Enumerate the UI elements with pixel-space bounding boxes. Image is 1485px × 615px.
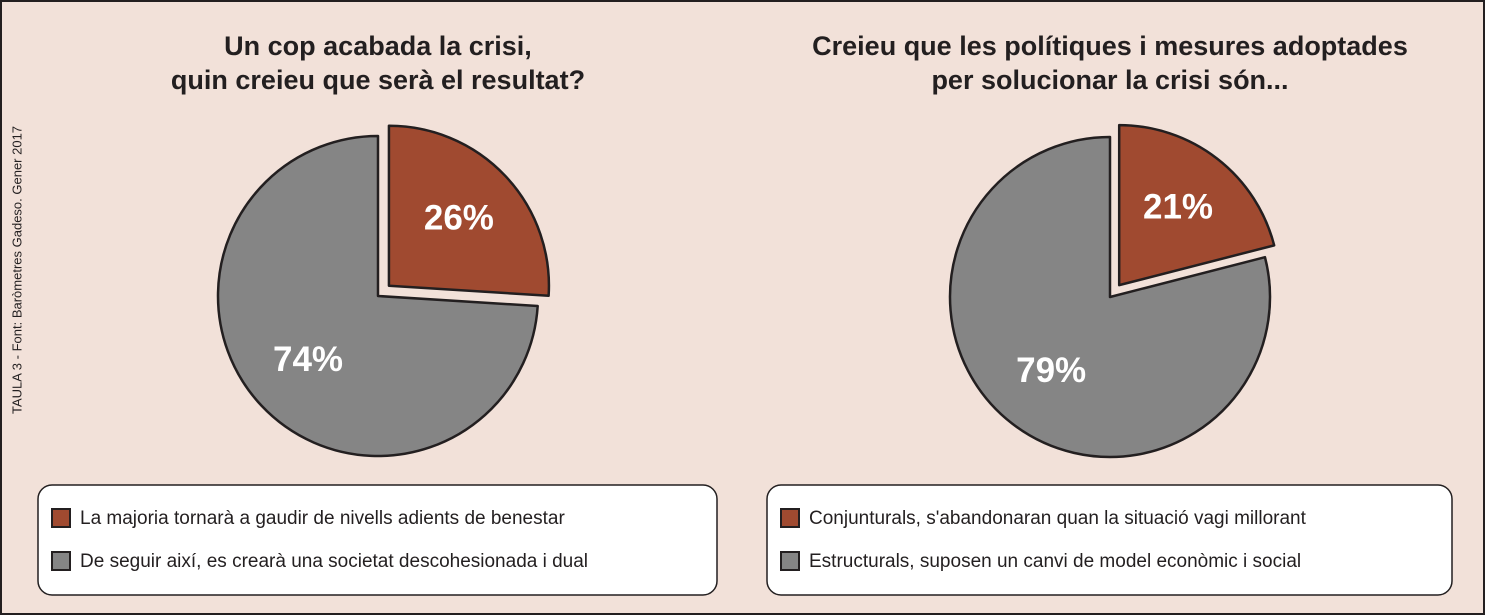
pie-slice [1117, 123, 1276, 287]
data-label: 21% [1143, 188, 1213, 227]
pie-slice [216, 134, 539, 458]
data-label: 74% [273, 340, 343, 379]
legend-swatch [51, 508, 71, 528]
legend-label: La majoria tornarà a gaudir de nivells a… [80, 508, 565, 529]
chart-title: Creieu que les polítiques i mesures adop… [812, 31, 1408, 61]
legend-swatch [51, 551, 71, 571]
data-label: 26% [424, 198, 494, 237]
legend-box [37, 484, 718, 596]
chart-title: Un cop acabada la crisi, [224, 31, 532, 61]
pie-slice [948, 135, 1272, 459]
legend-label: Conjunturals, s'abandonaran quan la situ… [809, 508, 1307, 529]
source-note: TAULA 3 - Font: Baròmetres Gadeso. Gener… [9, 126, 24, 414]
legend-swatch [780, 508, 800, 528]
legend-swatch [780, 551, 800, 571]
legend-label: De seguir així, es crearà una societat d… [80, 551, 588, 572]
data-label: 79% [1016, 351, 1086, 390]
legend-box [766, 484, 1453, 596]
chart-title: quin creieu que serà el resultat? [171, 65, 585, 95]
legend-label: Estructurals, suposen un canvi de model … [809, 551, 1301, 572]
pie-slice [387, 124, 551, 298]
chart-title: per solucionar la crisi són... [931, 65, 1288, 95]
